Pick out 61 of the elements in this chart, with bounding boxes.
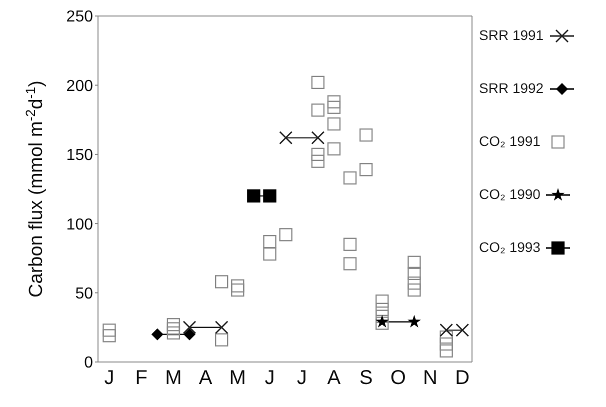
legend-label: SRR 1992: [479, 80, 544, 97]
point: [359, 163, 373, 176]
point: [214, 275, 228, 288]
point: [151, 328, 164, 340]
point: [102, 324, 116, 337]
y-tick-label: 200: [66, 78, 94, 95]
x-tick-label: M: [229, 367, 246, 390]
legend-label: CO₂ 1991: [479, 133, 540, 150]
x-tick-label: M: [165, 367, 182, 390]
x-tick-label: D: [455, 367, 470, 390]
point: [263, 234, 276, 248]
point: [311, 148, 325, 161]
legend-label: CO₂ 1993: [479, 239, 540, 256]
x-tick-label: J: [296, 367, 307, 390]
point: [263, 189, 276, 203]
point: [247, 189, 260, 203]
point: [359, 128, 373, 142]
y-tick-label: 150: [66, 147, 94, 164]
y-tick-label: 100: [66, 216, 94, 234]
legend-label: SRR 1991: [479, 27, 544, 44]
point: [440, 344, 453, 358]
point: [183, 328, 196, 340]
point: [408, 314, 421, 328]
point: [327, 95, 341, 108]
point: [327, 117, 341, 131]
x-tick-label: A: [327, 367, 342, 390]
point: [408, 266, 421, 280]
x-tick-label: A: [198, 367, 213, 390]
point: [214, 333, 228, 346]
y-tick-label: 250: [66, 8, 94, 26]
point: [440, 330, 453, 344]
x-tick-label: J: [264, 367, 275, 390]
legend-label: CO₂ 1990: [479, 186, 540, 203]
point: [231, 283, 244, 297]
point: [343, 257, 357, 270]
point: [231, 279, 244, 292]
x-tick-label: N: [423, 367, 438, 390]
point: [166, 322, 180, 336]
x-tick-label: O: [390, 367, 406, 390]
point: [327, 142, 341, 156]
point: [166, 326, 180, 340]
x-tick-label: S: [359, 367, 373, 390]
point: [311, 154, 325, 168]
point: [343, 171, 357, 185]
point: [279, 228, 292, 242]
y-tick-label: 0: [84, 354, 94, 372]
x-tick-label: J: [104, 367, 114, 390]
y-tick-label: 50: [75, 285, 94, 302]
point: [408, 256, 421, 269]
point: [311, 76, 325, 90]
point: [263, 247, 276, 261]
point: [376, 294, 389, 308]
point: [327, 100, 341, 114]
point: [343, 238, 357, 251]
point: [166, 318, 180, 332]
point: [311, 104, 325, 117]
point: [102, 329, 116, 342]
x-tick-label: F: [135, 367, 148, 390]
point: [408, 276, 421, 290]
point: [408, 283, 421, 297]
point: [440, 337, 453, 351]
